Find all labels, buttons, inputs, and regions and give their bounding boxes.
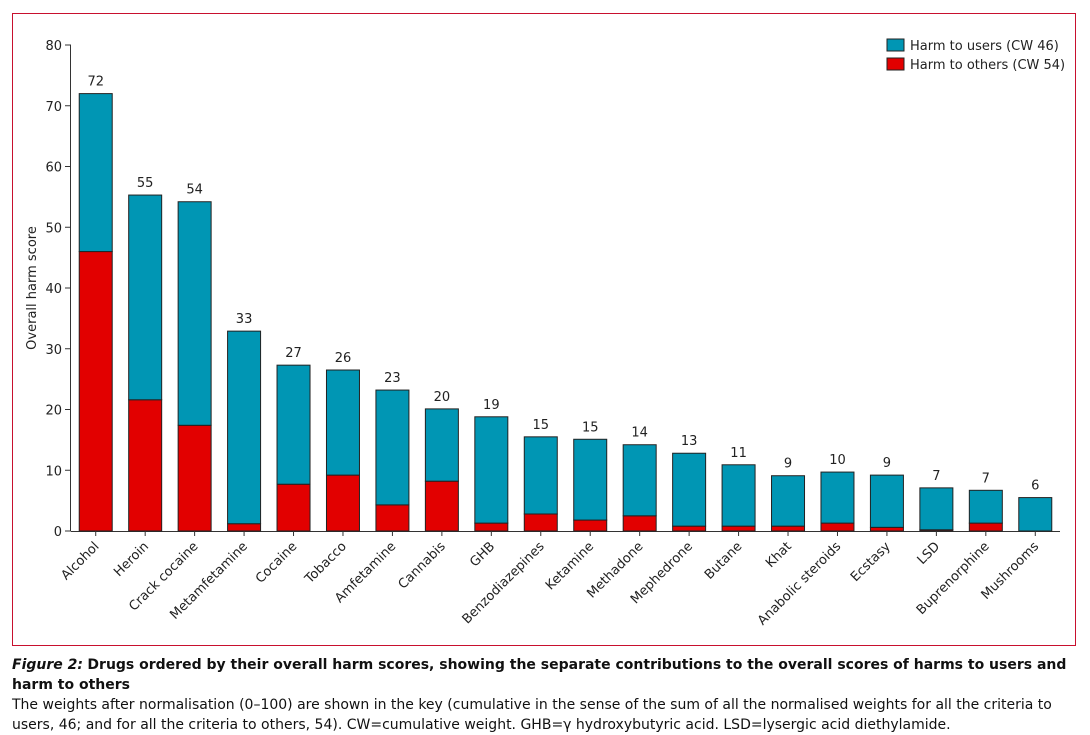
bar-segment [227, 523, 262, 532]
y-tick-label: 20 [45, 404, 62, 419]
x-tick-label: Anabolic steroids [755, 539, 844, 628]
data-label: 20 [434, 390, 451, 405]
data-label: 15 [582, 420, 599, 435]
bar-segment [820, 471, 855, 524]
bar-segment [672, 452, 707, 527]
y-tick-label: 10 [45, 464, 62, 479]
y-tick-label: 0 [54, 525, 62, 540]
bar-segment [919, 487, 954, 531]
y-tick-label: 30 [45, 343, 62, 358]
y-tick-label: 40 [45, 282, 62, 297]
bar-segment [622, 515, 657, 532]
bar-segment [968, 522, 1003, 532]
x-tick-label: Benzodiazepines [460, 539, 548, 627]
bar-segment [227, 330, 262, 525]
y-tick-label: 50 [45, 221, 62, 236]
bar-segment [78, 93, 113, 253]
legend-swatch [886, 38, 905, 52]
data-label: 7 [932, 469, 940, 484]
bar-segment [375, 389, 410, 506]
data-label: 33 [236, 312, 253, 327]
bar-segment [573, 438, 608, 521]
x-tick-label: GHB [467, 539, 498, 570]
x-tick-label: Tobacco [302, 539, 350, 587]
data-label: 9 [784, 457, 792, 472]
caption-label: Figure 2: [12, 657, 83, 673]
bar-segment [128, 399, 163, 532]
caption-text: The weights after normalisation (0–100) … [12, 697, 1052, 733]
bar-segment [474, 522, 509, 532]
bar-segment [78, 251, 113, 532]
legend-label: Harm to others (CW 54) [910, 58, 1065, 73]
data-label: 10 [829, 453, 846, 468]
bar-segment [820, 522, 855, 532]
bar-segment [128, 194, 163, 401]
legend-label: Harm to users (CW 46) [910, 39, 1059, 54]
data-label: 6 [1031, 479, 1039, 494]
bar-segment [721, 525, 756, 532]
caption: Figure 2: Drugs ordered by their overall… [12, 655, 1076, 735]
bar-segment [672, 525, 707, 532]
bar-segment [869, 474, 904, 528]
bar-segment [325, 369, 360, 476]
y-tick-label: 70 [45, 100, 62, 115]
bar-segment [1018, 497, 1053, 532]
x-tick-label: Khat [763, 539, 795, 571]
data-label: 26 [335, 351, 352, 366]
x-tick-label: Butane [702, 539, 745, 582]
x-tick-label: Heroin [111, 539, 152, 580]
bar-segment [573, 519, 608, 532]
data-label: 15 [533, 418, 550, 433]
bar-segment [177, 201, 212, 426]
bar-segment [771, 475, 806, 527]
bar-segment [523, 436, 558, 515]
y-tick-label: 60 [45, 161, 62, 176]
bar-segment [424, 408, 459, 482]
data-label: 72 [87, 75, 104, 90]
y-tick-label: 80 [45, 39, 62, 54]
data-label: 11 [730, 446, 747, 461]
bar-segment [869, 526, 904, 532]
data-label: 9 [883, 456, 891, 471]
bar-segment [424, 480, 459, 532]
bar-segment [375, 504, 410, 532]
x-tick-label: Cocaine [253, 539, 300, 586]
data-label: 54 [186, 183, 203, 198]
chart: Overall harm score 0 10 20 30 40 50 60 70 80 72 Al… [12, 13, 1076, 646]
x-tick-label: Ecstasy [848, 539, 894, 585]
bar-segment [523, 513, 558, 532]
bar-segment [721, 464, 756, 527]
x-tick-label: Alcohol [58, 539, 102, 583]
bar-segment [276, 364, 311, 485]
bar-segment [325, 474, 360, 532]
caption-title: Drugs ordered by their overall harm scor… [12, 657, 1067, 693]
data-label: 13 [681, 434, 698, 449]
bar-segment [771, 525, 806, 532]
data-label: 19 [483, 398, 500, 413]
legend-swatch [886, 57, 905, 71]
y-axis-label: Overall harm score [25, 226, 40, 350]
bar-segment [474, 416, 509, 524]
data-label: 14 [631, 426, 648, 441]
data-label: 23 [384, 371, 401, 386]
bar-segment [276, 483, 311, 532]
data-label: 55 [137, 176, 154, 191]
x-tick-label: LSD [915, 539, 944, 568]
bar-segment [968, 489, 1003, 524]
data-label: 27 [285, 346, 302, 361]
data-label: 7 [982, 471, 990, 486]
bar-segment [622, 444, 657, 517]
bar-segment [177, 424, 212, 532]
x-tick-label: Cannabis [396, 539, 449, 592]
frame [12, 13, 1076, 646]
